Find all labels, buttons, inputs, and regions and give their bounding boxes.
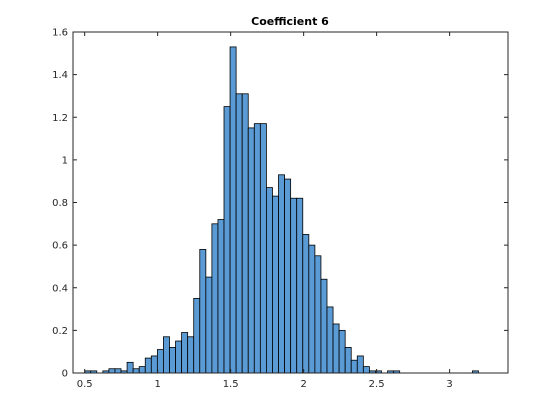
histogram-bar: [320, 278, 328, 374]
histogram-bar: [223, 106, 231, 374]
y-tick-label: 0.4: [52, 283, 68, 294]
x-tick-label: 1: [154, 379, 160, 390]
y-tick-label: 0.2: [52, 326, 68, 337]
x-tick-label: 2: [300, 379, 306, 390]
histogram-bar: [272, 195, 279, 374]
x-tick-label: 0.5: [77, 379, 93, 390]
y-tick-label: 0: [62, 369, 68, 380]
y-axis: 0 0.2 0.4 0.6 0.8 1 1.2 1.4 1.6: [52, 28, 508, 380]
y-tick-label: 0.8: [52, 198, 68, 209]
histogram-bar: [247, 127, 255, 374]
histogram-bar: [108, 368, 116, 374]
histogram-bar: [205, 276, 213, 374]
plot-area-frame: [72, 31, 509, 374]
x-tick-label: 3: [446, 379, 452, 390]
histogram-bar: [338, 329, 346, 374]
histogram-bar: [362, 366, 370, 374]
histogram-bar: [132, 368, 140, 374]
bars-group: [84, 46, 479, 374]
histogram-bar: [332, 323, 340, 374]
y-tick-label: 1.2: [52, 113, 68, 124]
y-tick-label: 1.4: [52, 70, 68, 81]
histogram-bar: [199, 248, 207, 374]
histogram-bar: [144, 357, 152, 374]
histogram-bar: [326, 306, 334, 374]
histogram-bar: [350, 359, 358, 374]
x-tick-label: 2.5: [369, 379, 385, 390]
histogram-bar: [126, 361, 134, 374]
histogram-bar: [356, 355, 364, 374]
histogram-bar: [169, 347, 176, 374]
histogram-bar: [278, 174, 285, 374]
histogram-bar: [266, 187, 273, 374]
histogram-bar: [284, 178, 292, 374]
y-tick-label: 1: [62, 155, 68, 166]
y-tick-label: 1.6: [52, 28, 68, 39]
histogram-bar: [259, 123, 267, 374]
chart-title: Coefficient 6: [251, 15, 329, 28]
histogram-bar: [156, 349, 164, 374]
histogram-bar: [290, 197, 298, 374]
histogram-bar: [344, 347, 352, 374]
histogram-bar: [253, 123, 261, 374]
histogram-bar: [314, 255, 322, 374]
histogram-bar: [175, 340, 183, 374]
histogram-bar: [150, 355, 158, 374]
histogram-bar: [229, 46, 237, 374]
x-tick-label: 1.5: [223, 379, 239, 390]
histogram-bar: [181, 332, 189, 374]
histogram-bar: [114, 368, 122, 374]
histogram-bar: [211, 223, 219, 374]
y-tick-label: 0.6: [52, 241, 68, 252]
histogram-bar: [235, 93, 243, 374]
histogram-bar: [163, 336, 170, 374]
histogram-bar: [187, 336, 195, 374]
histogram-bar: [193, 298, 201, 374]
x-axis: 0.5 1 1.5 2 2.5 3: [77, 32, 453, 390]
histogram-bar: [138, 366, 146, 374]
histogram-bar: [302, 234, 310, 374]
histogram-bar: [296, 197, 304, 374]
histogram-bar: [241, 93, 249, 374]
histogram-bar: [217, 219, 225, 374]
histogram-bar: [308, 244, 316, 374]
